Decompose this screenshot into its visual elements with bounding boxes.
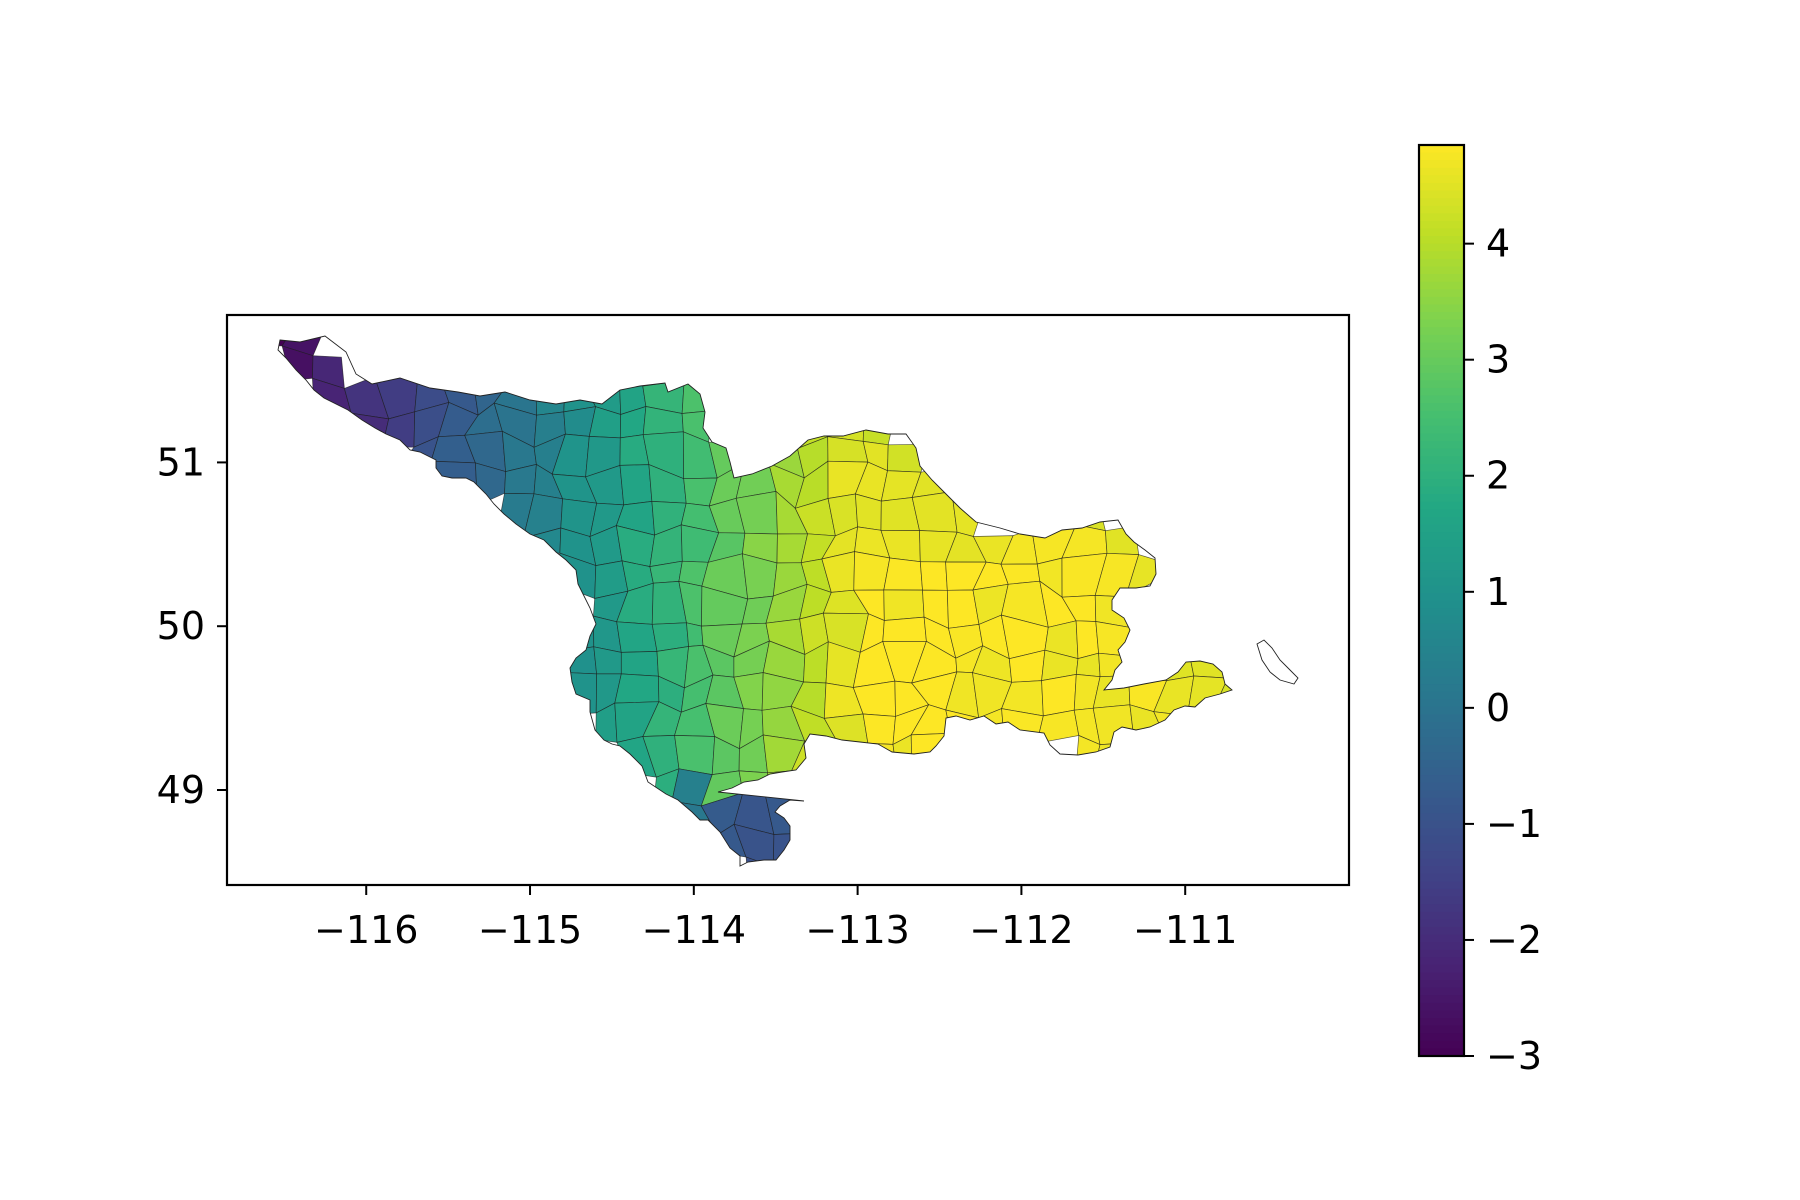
sub-basin	[674, 735, 716, 776]
sub-basin	[1041, 673, 1077, 717]
sub-basin	[1153, 711, 1191, 737]
x-tick-label: −116	[314, 908, 418, 952]
sub-basin	[1000, 563, 1041, 585]
colorbar-tick-label: −1	[1486, 802, 1542, 846]
sub-basin	[733, 823, 775, 866]
y-axis-ticks: 49 50 51	[157, 440, 227, 812]
sub-basin	[535, 378, 566, 416]
colorbar-tick-label: 4	[1486, 222, 1510, 266]
colorbar: −3 −2 −1 0 1 2 3 4	[1417, 143, 1542, 1078]
sub-basin	[554, 615, 595, 653]
sub-basin	[1189, 653, 1229, 679]
x-axis-ticks: −116 −115 −114 −113 −112 −111	[314, 885, 1237, 952]
sub-basin	[681, 379, 711, 414]
sub-basin	[1105, 525, 1140, 555]
sub-basin-group	[278, 336, 1250, 866]
sub-basin	[1030, 500, 1077, 530]
y-tick-label: 50	[157, 604, 205, 648]
sub-basin	[883, 557, 923, 591]
sub-basin	[1075, 620, 1099, 660]
colorbar-gradient	[1419, 145, 1464, 1057]
sub-basin	[614, 673, 660, 704]
sub-basin	[1186, 675, 1229, 717]
sub-basin	[430, 460, 478, 506]
sub-basin	[862, 412, 895, 446]
colorbar-tick-label: 1	[1486, 570, 1510, 614]
colorbar-ticks: −3 −2 −1 0 1 2 3 4	[1464, 222, 1542, 1078]
axes-frame	[225, 313, 1351, 887]
sub-basin	[883, 589, 925, 621]
x-tick-label: −114	[642, 908, 746, 952]
colorbar-tick-label: 3	[1486, 338, 1510, 382]
x-tick-label: −112	[969, 908, 1073, 952]
sub-basin	[772, 832, 809, 866]
colorbar-tick-label: 2	[1486, 454, 1510, 498]
sub-basin	[853, 551, 891, 591]
sub-basin	[619, 464, 653, 506]
sub-basin	[616, 621, 658, 653]
colorbar-frame	[1417, 143, 1466, 1058]
sub-basin	[919, 561, 948, 591]
y-tick-label: 51	[157, 440, 205, 484]
sub-basin	[732, 441, 770, 464]
sub-basin	[1095, 621, 1137, 658]
sub-basin	[765, 770, 809, 796]
sub-basin	[738, 770, 768, 796]
sub-basin	[823, 713, 869, 744]
sub-basin	[862, 713, 896, 745]
sub-basin	[686, 622, 704, 647]
isolated-basin-outline	[1256, 639, 1299, 685]
sub-basin	[345, 412, 390, 448]
colorbar-tick-label: −3	[1486, 1034, 1542, 1078]
y-tick-label: 49	[157, 768, 205, 812]
region-polygons	[277, 335, 1299, 867]
sub-basin	[1098, 652, 1137, 678]
sub-basin	[1092, 704, 1135, 745]
sub-basin	[911, 491, 958, 533]
sub-basin	[882, 616, 927, 642]
x-tick-label: −113	[805, 908, 909, 952]
sub-basin	[951, 491, 989, 537]
basin-outline	[277, 335, 1233, 867]
x-tick-label: −115	[478, 908, 582, 952]
sub-basin	[1001, 708, 1044, 749]
colorbar-tick-label: 0	[1486, 686, 1510, 730]
sub-basin	[620, 651, 659, 677]
x-tick-label: −111	[1133, 908, 1237, 952]
sub-basin	[1092, 742, 1135, 777]
colorbar-tick-label: −2	[1486, 918, 1542, 962]
map-axes: −116 −115 −114 −113 −112 −111 49 50 51	[157, 313, 1351, 952]
sub-basin	[853, 743, 897, 769]
